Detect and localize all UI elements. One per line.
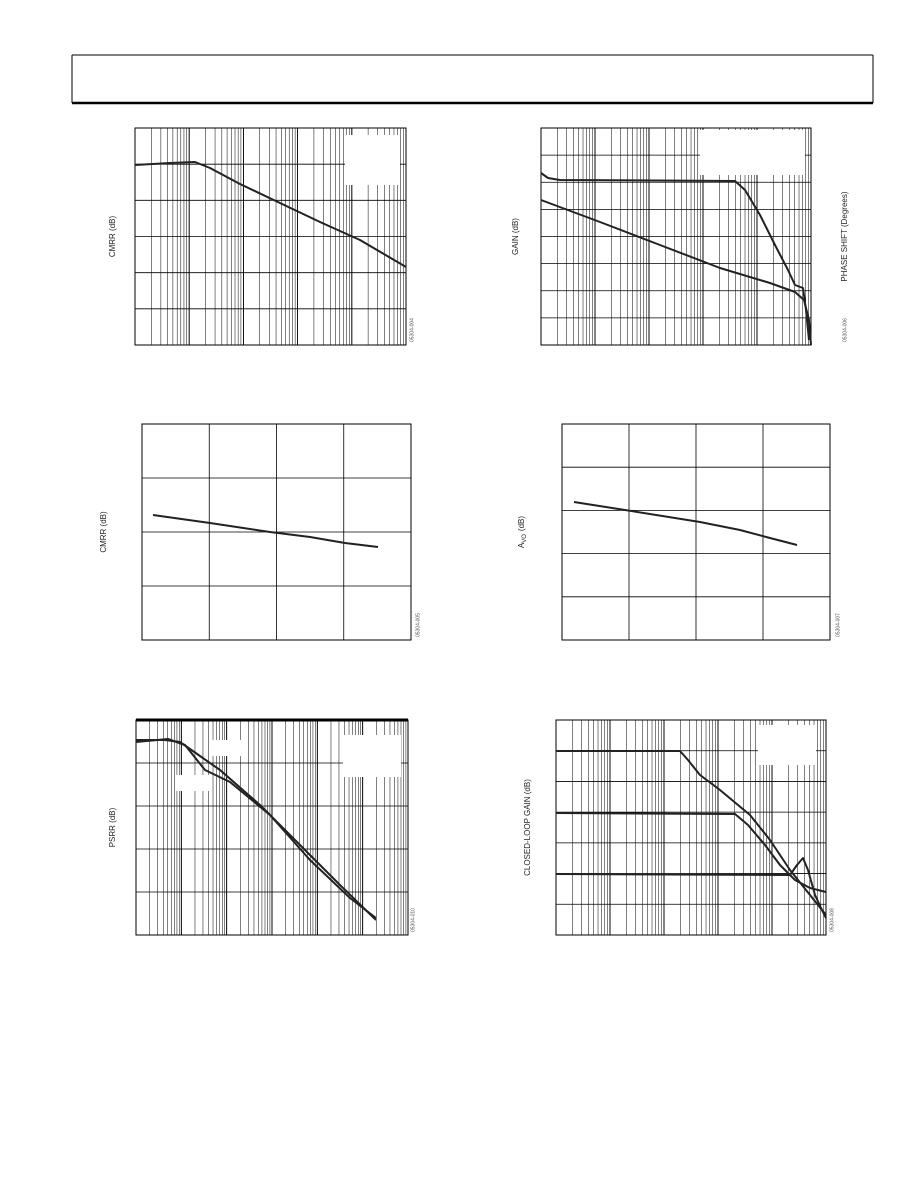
y-axis-label-main: GAIN (dB) (511, 218, 520, 255)
legend-box (345, 135, 400, 185)
y-axis-label: PSRR (dB) (108, 807, 117, 847)
y-axis-label-main: CMRR (dB) (108, 216, 117, 258)
legend-box (212, 740, 247, 756)
figure-id: 05304-004 (409, 318, 415, 342)
curve (555, 857, 827, 919)
legend-box (758, 725, 816, 765)
figure-id: 05304-007 (835, 613, 841, 637)
curve (540, 199, 812, 346)
y-axis-label: CMRR (dB) (99, 511, 108, 553)
y-axis-label-main: A (517, 542, 526, 548)
legend-box (700, 130, 805, 175)
figure: CMRR (dB) 05304-004 (108, 127, 415, 346)
y-axis-label-sub: VO (522, 534, 528, 543)
figure-id: 05304-008 (829, 908, 835, 932)
y-axis-label-main: CLOSED-LOOP GAIN (dB) (523, 779, 532, 876)
figure: CLOSED-LOOP GAIN (dB) 05304-008 (523, 719, 835, 936)
figure-id: 05304-010 (410, 908, 416, 932)
figure: CMRR (dB) 05304-005 (99, 423, 421, 641)
y-axis-label: GAIN (dB) (511, 218, 520, 255)
curve (555, 812, 827, 893)
curve (540, 172, 810, 341)
curve (573, 501, 798, 546)
y2-axis-label: PHASE SHIFT (Degrees) (840, 191, 849, 281)
y-axis-label: CMRR (dB) (108, 216, 117, 258)
figure-id: 05304-006 (842, 318, 848, 342)
legend-box (343, 735, 401, 777)
figure: GAIN (dB) PHASE SHIFT (Degrees) 05304-006 (511, 127, 849, 346)
y-axis-label-suffix: (dB) (517, 516, 526, 531)
y-axis-label: CLOSED-LOOP GAIN (dB) (523, 779, 532, 876)
curve (134, 161, 407, 268)
figure: AVO (dB) 05304-007 (517, 423, 841, 641)
y-axis-label-main: CMRR (dB) (99, 511, 108, 553)
curve (152, 514, 379, 548)
curve (135, 738, 377, 919)
figure-id: 05304-005 (415, 613, 421, 637)
y-axis-label: AVO (dB) (517, 516, 527, 548)
header-box (71, 54, 874, 105)
figure: PSRR (dB) 05304-010 (108, 718, 416, 936)
y-axis-label-main: PSRR (dB) (108, 807, 117, 847)
legend-box (175, 775, 210, 791)
